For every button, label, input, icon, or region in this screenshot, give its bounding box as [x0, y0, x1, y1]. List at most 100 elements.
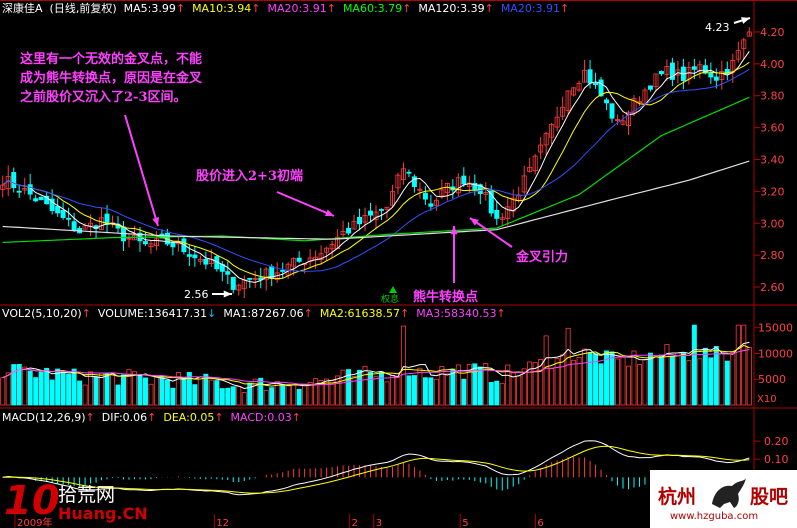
macd-header: MACD(12,26,9)↑ DIF:0.06↑ DEA:0.05↑ MACD:…	[0, 410, 301, 425]
candle-body	[33, 198, 39, 202]
candle-body	[22, 188, 28, 191]
y-tick-label: 5000	[758, 373, 786, 386]
golden-gravity-arrow	[469, 217, 513, 248]
volume-bar	[71, 368, 77, 406]
trend-arrow-icon: ↑	[81, 307, 91, 320]
vol-ma2-label: MA2:61638.57↑	[319, 307, 410, 320]
candle-body	[422, 192, 428, 200]
golden-gravity-note: 金叉引力	[516, 250, 569, 265]
candle-body	[604, 99, 610, 104]
candle-body	[609, 103, 615, 119]
volume-bar	[137, 375, 143, 406]
y-tick-label: 3.00	[760, 217, 785, 230]
volume-bar	[203, 373, 209, 406]
candle-body	[66, 217, 72, 220]
ma120-line	[2, 160, 750, 240]
volume-bar	[576, 357, 582, 406]
volume-bar	[746, 347, 752, 406]
candle-body	[483, 192, 489, 195]
volume-bar	[433, 378, 439, 406]
volume-bar	[697, 358, 703, 406]
volume-bar	[389, 375, 395, 406]
stock-name[interactable]: 深康佳A	[2, 2, 43, 15]
candle-body	[499, 217, 505, 220]
volume-bar	[241, 392, 247, 406]
candle-body	[324, 247, 330, 253]
volume-bar	[708, 357, 714, 406]
volume-bar	[411, 375, 417, 406]
x-tick-label: 3	[376, 518, 382, 528]
high-price-arrow-head	[741, 17, 750, 24]
volume-bar	[532, 362, 538, 406]
candle-body	[527, 166, 533, 172]
candle-body	[186, 254, 192, 257]
volume-bar	[379, 371, 384, 406]
candle-body	[433, 199, 439, 206]
volume-bar	[455, 364, 461, 406]
candle-body	[16, 190, 22, 193]
volume-bar	[741, 324, 747, 406]
candle-body	[582, 69, 588, 83]
volume-bar	[285, 384, 291, 406]
volume-bar	[230, 386, 236, 406]
volume-bar	[395, 377, 401, 406]
volume-bar	[197, 376, 203, 406]
candle-body	[192, 254, 198, 259]
invalid-cross-arrow	[124, 114, 159, 227]
volume-bar	[483, 363, 489, 406]
y-tick-label: 10000	[758, 347, 793, 360]
volume-bar	[669, 355, 675, 406]
candle-body	[357, 216, 363, 225]
candle-body	[675, 69, 681, 76]
volume-bar	[615, 358, 621, 406]
volume-bar	[335, 375, 341, 406]
candle-body	[55, 205, 61, 214]
high-price-label: 4.23	[705, 21, 730, 34]
candle-body	[719, 71, 725, 81]
candle-body	[532, 155, 538, 172]
candle-body	[384, 206, 390, 210]
candle-body	[455, 177, 461, 194]
volume-bar	[488, 381, 494, 406]
trend-arrow-icon: ↑	[251, 2, 261, 15]
x-tick-label: 2009年	[17, 516, 52, 528]
volume-bar	[214, 380, 220, 406]
bull-switch-note: 熊牛转换点	[413, 290, 479, 305]
volume-bar	[724, 360, 730, 406]
candle-body	[538, 144, 544, 153]
volume-bar	[340, 369, 346, 406]
vol-ma3-line	[2, 349, 750, 386]
volume-bar	[186, 371, 192, 406]
vol-ma2-line	[2, 344, 750, 387]
volume-bar	[565, 327, 571, 406]
macd-value-label: MACD:0.03↑	[230, 411, 301, 424]
logo-right-b: 股吧	[750, 486, 789, 508]
volume-bar	[472, 363, 478, 406]
volume-bar	[82, 384, 88, 406]
candle-body	[252, 278, 258, 280]
volume-bar	[346, 369, 352, 406]
volume-bar	[153, 375, 159, 406]
volume-bar	[554, 358, 560, 406]
bull-icon	[712, 478, 746, 508]
volume-bar	[258, 377, 264, 406]
volume-bar	[77, 380, 83, 406]
volume-bar	[131, 371, 137, 406]
volume-bar	[351, 376, 357, 406]
volume-bar	[192, 384, 198, 406]
note-line-3: 之前股价又沉入了2-3区间。	[20, 90, 187, 105]
ma10-line	[2, 61, 750, 280]
note-line-1: 这里有一个无效的金叉点，不能	[20, 52, 203, 67]
vol-ma1-label: MA1:87267.06↑	[223, 307, 313, 320]
volume-bar	[324, 378, 330, 406]
trend-arrow-icon: ↑	[147, 411, 157, 424]
candle-body	[44, 195, 50, 205]
volume-bar	[444, 373, 450, 406]
y-tick-label: 3.80	[760, 90, 785, 103]
volume-bar	[521, 368, 527, 406]
ma120-label: MA120:3.39↑	[418, 2, 494, 15]
volume-bar	[368, 371, 373, 406]
volume-bar	[22, 366, 28, 406]
volume-bar	[439, 366, 445, 406]
